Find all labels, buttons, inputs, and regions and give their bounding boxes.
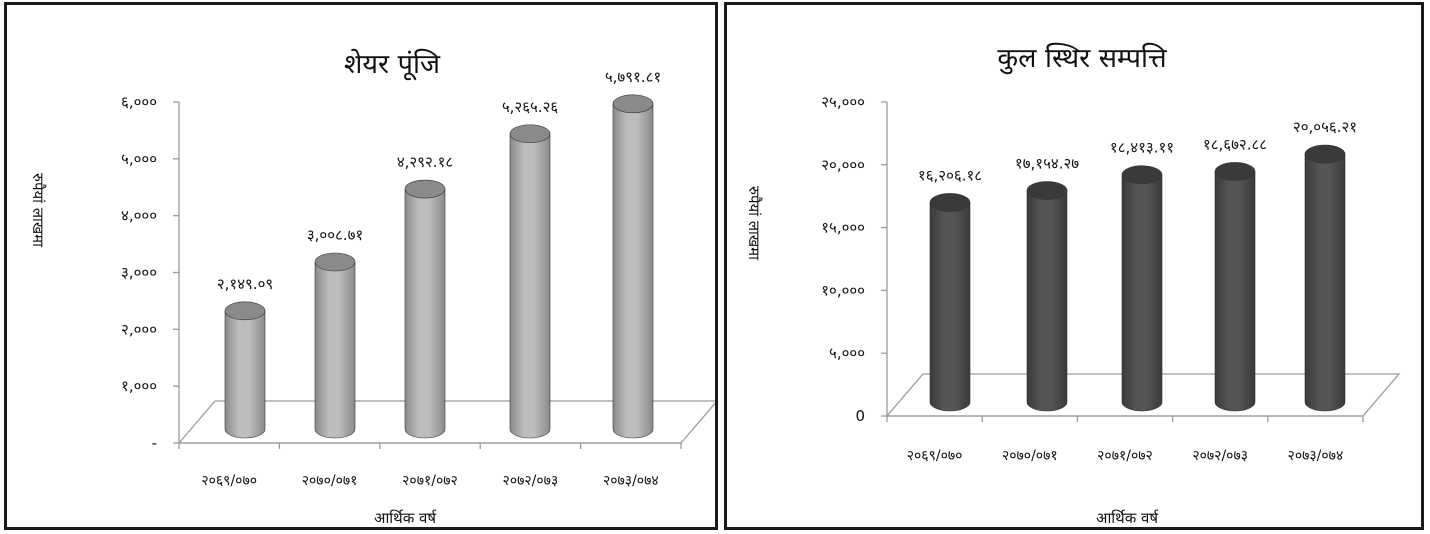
bar: [929, 193, 971, 412]
x-tick-label: २०७१/०७२: [402, 473, 458, 489]
bar-top: [1026, 181, 1068, 200]
bar-body: [314, 261, 356, 439]
x-tick-label: २०७३/०७४: [1288, 448, 1344, 464]
data-label: १६,२०६.१८: [918, 166, 982, 184]
x-tick-label: २०७०/०७१: [1002, 448, 1058, 464]
chart-title: शेयर पूंजि: [344, 48, 441, 81]
y-tick-label: २०,०००: [821, 156, 865, 174]
x-tick-label: २०७०/०७१: [302, 473, 358, 489]
y-tick-label: -: [152, 434, 157, 452]
y-axis-label: रुपैयां लाखमा: [29, 173, 47, 248]
data-label: ४,२९२.१८: [397, 153, 453, 171]
y-axis-label: रुपैयां लाखमा: [745, 186, 763, 261]
bar-top: [612, 94, 654, 114]
bar-body: [1121, 174, 1163, 412]
bar-body: [404, 188, 446, 439]
x-tick-label: २०७१/०७२: [1097, 448, 1153, 464]
bar-body: [929, 202, 971, 412]
bar: [1304, 144, 1346, 412]
bar: [1121, 165, 1163, 412]
x-tick-label: २०७३/०७४: [603, 473, 659, 489]
x-tick-label: २०६९/०७०: [907, 448, 963, 464]
y-tick-label: 0: [855, 407, 865, 425]
x-tick-label: २०७२/०७३: [503, 473, 559, 489]
data-label: २,१४९.०९: [217, 275, 273, 293]
share-capital-chart: - १,००० २,००० ३,००० ४,००० ५,००० ६,००० २,१४९.०९ २…: [29, 48, 715, 527]
bar-body: [1214, 171, 1256, 412]
y-tick-label: ५,०००: [121, 150, 157, 168]
bar: [1026, 181, 1068, 412]
bar: [509, 124, 551, 439]
bar: [404, 179, 446, 439]
y-tick-label: २५,०००: [821, 93, 865, 111]
bar-top: [224, 301, 266, 321]
chart-panel-fixed-assets: 0 ५,००० १०,००० १५,००० २०,००० २५,००० १६,२०६.१८ २…: [724, 2, 1424, 530]
x-tick-label: २०७२/०७३: [1192, 448, 1248, 464]
y-tick-label: १०,०००: [821, 281, 865, 299]
bar-body: [224, 310, 266, 439]
bar-top: [929, 193, 971, 212]
data-label: १८,४१३.११: [1110, 139, 1174, 157]
bar-top: [1304, 144, 1346, 164]
data-label: २०,०५६.२१: [1293, 118, 1357, 136]
x-axis-label: आर्थिक वर्ष: [1096, 509, 1159, 527]
bar-top: [314, 252, 356, 272]
bar-body: [1026, 190, 1068, 412]
y-tick-label: ६,०००: [121, 93, 157, 111]
data-label: १७,१५४.२७: [1015, 155, 1079, 173]
bar-top: [1121, 165, 1163, 185]
bar-top: [1214, 162, 1256, 181]
bar-body: [612, 103, 654, 439]
data-label: ५,२६५.२६: [502, 98, 559, 116]
bar: [224, 301, 266, 439]
bar: [1214, 162, 1256, 412]
y-tick-label: ४,०००: [121, 207, 157, 225]
bar-body: [1304, 153, 1346, 412]
y-tick-label: १५,०००: [821, 219, 865, 237]
y-tick-label: २,०००: [121, 320, 157, 338]
chart-title: कुल स्थिर सम्पत्ति: [997, 42, 1168, 75]
y-tick-label: ५,०००: [829, 344, 865, 362]
bar: [314, 252, 356, 439]
data-label: ३,००८.७१: [307, 226, 363, 244]
bar: [612, 94, 654, 439]
data-label: १८,६७२.८८: [1203, 135, 1267, 153]
bar-top: [404, 179, 446, 199]
fixed-assets-chart: 0 ५,००० १०,००० १५,००० २०,००० २५,००० १६,२०६.१८ २…: [745, 42, 1401, 527]
data-label: ५,७९१.८१: [605, 68, 661, 86]
x-tick-label: २०६९/०७०: [201, 473, 257, 489]
bar-body: [509, 133, 551, 439]
y-tick-label: १,०००: [121, 377, 157, 395]
y-tick-label: ३,०००: [121, 264, 157, 282]
chart-panel-share-capital: - १,००० २,००० ३,००० ४,००० ५,००० ६,००० २,१४९.०९ २…: [4, 2, 718, 530]
bar-top: [509, 124, 551, 144]
x-axis-label: आर्थिक वर्ष: [374, 509, 437, 527]
